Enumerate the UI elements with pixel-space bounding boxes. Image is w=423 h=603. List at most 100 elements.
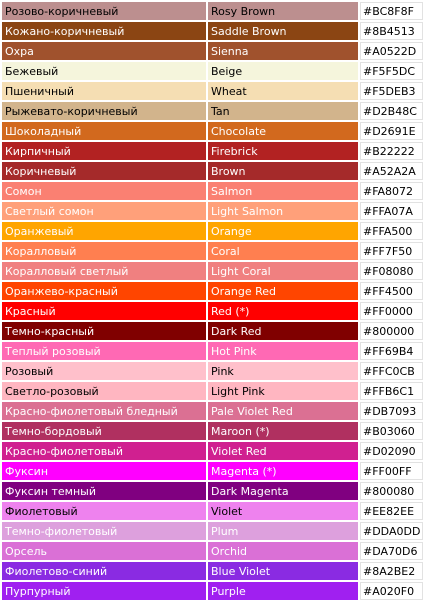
color-row: Светлый сомон Light Salmon #FFA07A [2, 202, 423, 220]
color-name-ru-cell: Светлый сомон [2, 202, 206, 220]
hex-code-cell: #DB7093 [360, 402, 423, 420]
color-row: Темно-бордовый Maroon (*) #B03060 [2, 422, 423, 440]
color-name-en-cell: Violet Red [208, 442, 358, 460]
color-row: Теплый розовый Hot Pink #FF69B4 [2, 342, 423, 360]
color-name-en-cell: Sienna [208, 42, 358, 60]
color-row: Коралловый светлый Light Coral #F08080 [2, 262, 423, 280]
color-name-en-cell: Saddle Brown [208, 22, 358, 40]
color-row: Пурпурный Purple #A020F0 [2, 582, 423, 600]
hex-code-cell: #A020F0 [360, 582, 423, 600]
hex-code-cell: #FFA500 [360, 222, 423, 240]
color-row: Бежевый Beige #F5F5DC [2, 62, 423, 80]
color-name-en-cell: Rosy Brown [208, 2, 358, 20]
color-row: Охра Sienna #A0522D [2, 42, 423, 60]
hex-code-cell: #FF4500 [360, 282, 423, 300]
color-row: Фиолетово-синий Blue Violet #8A2BE2 [2, 562, 423, 580]
color-name-ru-cell: Орсель [2, 542, 206, 560]
color-name-en-cell: Pink [208, 362, 358, 380]
color-row: Красно-фиолетовый бледный Pale Violet Red… [2, 402, 423, 420]
color-name-ru-cell: Красно-фиолетовый [2, 442, 206, 460]
color-name-ru-cell: Коралловый [2, 242, 206, 260]
color-name-ru-cell: Красный [2, 302, 206, 320]
color-name-ru-cell: Коричневый [2, 162, 206, 180]
hex-code-cell: #8A2BE2 [360, 562, 423, 580]
color-name-en-cell: Light Coral [208, 262, 358, 280]
hex-code-cell: #FFC0CB [360, 362, 423, 380]
color-row: Красный Red (*) #FF0000 [2, 302, 423, 320]
color-name-ru-cell: Розовый [2, 362, 206, 380]
color-row: Красно-фиолетовый Violet Red #D02090 [2, 442, 423, 460]
color-name-ru-cell: Пурпурный [2, 582, 206, 600]
hex-code-cell: #FF7F50 [360, 242, 423, 260]
color-name-en-cell: Pale Violet Red [208, 402, 358, 420]
color-row: Кожано-коричневый Saddle Brown #8B4513 [2, 22, 423, 40]
color-name-en-cell: Tan [208, 102, 358, 120]
color-name-en-cell: Beige [208, 62, 358, 80]
color-name-ru-cell: Темно-фиолетовый [2, 522, 206, 540]
hex-code-cell: #B03060 [360, 422, 423, 440]
color-row: Фуксин темный Dark Magenta #800080 [2, 482, 423, 500]
color-name-en-cell: Light Pink [208, 382, 358, 400]
hex-code-cell: #A0522D [360, 42, 423, 60]
color-name-ru-cell: Темно-бордовый [2, 422, 206, 440]
color-name-ru-cell: Коралловый светлый [2, 262, 206, 280]
color-row: Розовый Pink #FFC0CB [2, 362, 423, 380]
hex-code-cell: #FF0000 [360, 302, 423, 320]
color-name-ru-cell: Оранжево-красный [2, 282, 206, 300]
color-name-en-cell: Dark Magenta [208, 482, 358, 500]
color-name-en-cell: Orange [208, 222, 358, 240]
color-name-ru-cell: Сомон [2, 182, 206, 200]
color-name-en-cell: Light Salmon [208, 202, 358, 220]
color-row: Пшеничный Wheat #F5DEB3 [2, 82, 423, 100]
color-name-ru-cell: Пшеничный [2, 82, 206, 100]
hex-code-cell: #D2B48C [360, 102, 423, 120]
color-row: Розово-коричневый Rosy Brown #BC8F8F [2, 2, 423, 20]
color-row: Кирпичный Firebrick #B22222 [2, 142, 423, 160]
color-name-en-cell: Coral [208, 242, 358, 260]
color-row: Фиолетовый Violet #EE82EE [2, 502, 423, 520]
hex-code-cell: #DA70D6 [360, 542, 423, 560]
color-name-ru-cell: Фиолетово-синий [2, 562, 206, 580]
hex-code-cell: #8B4513 [360, 22, 423, 40]
color-name-ru-cell: Розово-коричневый [2, 2, 206, 20]
color-name-ru-cell: Темно-красный [2, 322, 206, 340]
color-name-ru-cell: Кожано-коричневый [2, 22, 206, 40]
hex-code-cell: #800080 [360, 482, 423, 500]
color-name-en-cell: Orchid [208, 542, 358, 560]
color-row: Коричневый Brown #A52A2A [2, 162, 423, 180]
color-row: Орсель Orchid #DA70D6 [2, 542, 423, 560]
hex-code-cell: #BC8F8F [360, 2, 423, 20]
color-row: Темно-красный Dark Red #800000 [2, 322, 423, 340]
hex-code-cell: #D02090 [360, 442, 423, 460]
color-name-en-cell: Magenta (*) [208, 462, 358, 480]
hex-code-cell: #FF00FF [360, 462, 423, 480]
hex-code-cell: #FFB6C1 [360, 382, 423, 400]
color-name-ru-cell: Красно-фиолетовый бледный [2, 402, 206, 420]
color-name-en-cell: Brown [208, 162, 358, 180]
color-name-en-cell: Red (*) [208, 302, 358, 320]
color-name-en-cell: Firebrick [208, 142, 358, 160]
color-name-en-cell: Plum [208, 522, 358, 540]
hex-code-cell: #A52A2A [360, 162, 423, 180]
color-name-en-cell: Hot Pink [208, 342, 358, 360]
color-name-ru-cell: Бежевый [2, 62, 206, 80]
color-name-ru-cell: Рыжевато-коричневый [2, 102, 206, 120]
hex-code-cell: #FA8072 [360, 182, 423, 200]
hex-code-cell: #FF69B4 [360, 342, 423, 360]
color-name-en-cell: Blue Violet [208, 562, 358, 580]
color-row: Коралловый Coral #FF7F50 [2, 242, 423, 260]
color-name-ru-cell: Оранжевый [2, 222, 206, 240]
color-row: Рыжевато-коричневый Tan #D2B48C [2, 102, 423, 120]
color-name-ru-cell: Шоколадный [2, 122, 206, 140]
hex-code-cell: #EE82EE [360, 502, 423, 520]
color-name-ru-cell: Кирпичный [2, 142, 206, 160]
color-name-en-cell: Purple [208, 582, 358, 600]
hex-code-cell: #B22222 [360, 142, 423, 160]
color-row: Сомон Salmon #FA8072 [2, 182, 423, 200]
hex-code-cell: #F5F5DC [360, 62, 423, 80]
color-name-ru-cell: Фуксин [2, 462, 206, 480]
color-name-en-cell: Dark Red [208, 322, 358, 340]
color-row: Оранжевый Orange #FFA500 [2, 222, 423, 240]
